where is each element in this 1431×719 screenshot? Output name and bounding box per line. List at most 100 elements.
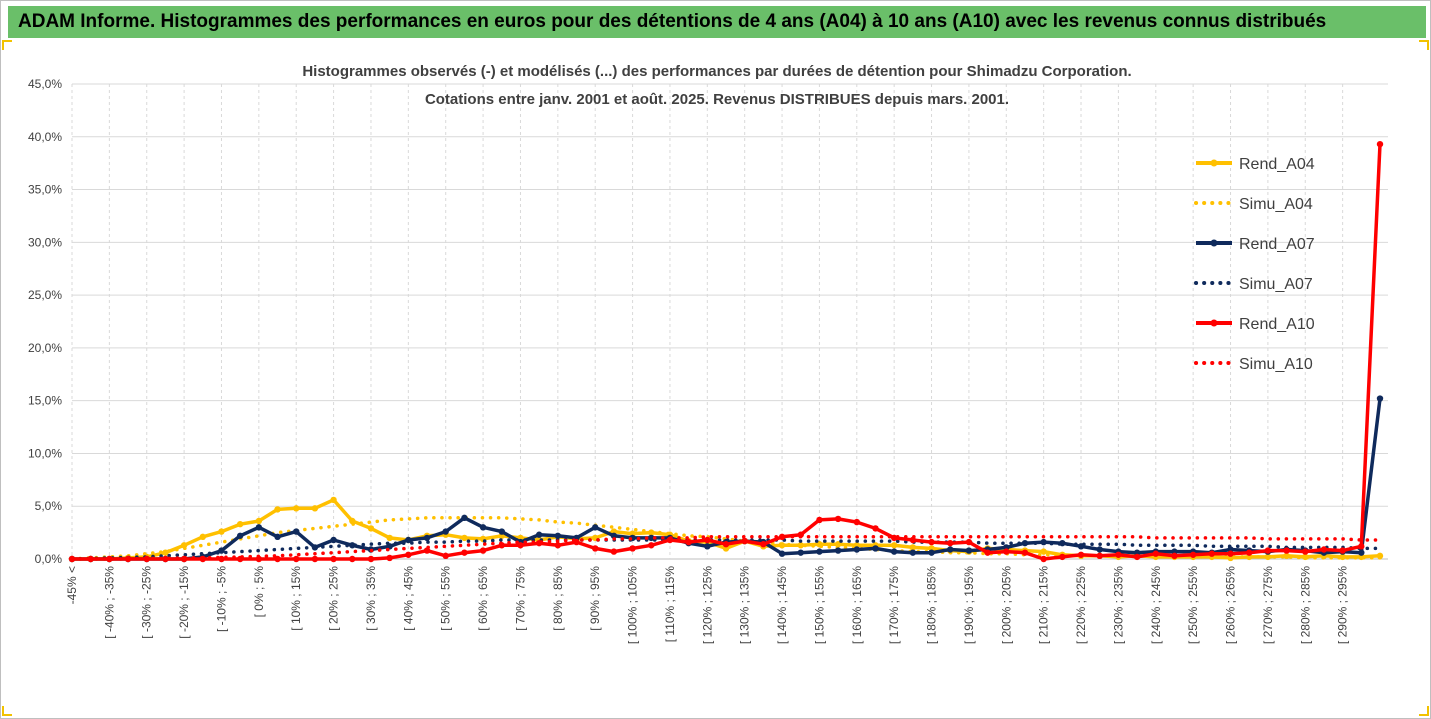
- data-point-rend-a07: [554, 532, 562, 539]
- data-point-rend-a04: [1040, 548, 1047, 555]
- data-point-rend-a10: [293, 555, 300, 563]
- corner-mark-bottom-right: [1419, 706, 1429, 716]
- data-point-rend-a07: [442, 528, 449, 535]
- x-axis-ticks: -45% < [ -40% ; -35% [ -30% ; -25% [ -20% ;…: [65, 566, 1350, 644]
- data-point-rend-a10: [442, 552, 449, 560]
- data-point-rend-a10: [629, 545, 636, 552]
- data-point-rend-a10: [984, 549, 991, 556]
- data-point-rend-a10: [386, 554, 393, 562]
- data-point-rend-a07: [423, 534, 431, 542]
- x-tick-label: [ 40% ; 45%: [401, 566, 415, 631]
- legend-label-rend-a04: Rend_A04: [1239, 156, 1315, 173]
- data-point-rend-a10: [704, 536, 711, 544]
- data-point-rend-a04: [834, 541, 842, 548]
- data-point-rend-a07: [1096, 546, 1103, 553]
- data-point-rend-a10: [741, 537, 748, 545]
- data-point-rend-a04: [909, 544, 917, 551]
- x-tick-label: [ 190% ; 195%: [962, 566, 976, 644]
- x-tick-label: [ 250% ; 255%: [1186, 566, 1200, 644]
- series-line-simu-a10: [70, 535, 1382, 561]
- series-line-simu-a04: [70, 516, 1382, 561]
- x-tick-label: [ -30% ; -25%: [140, 566, 154, 639]
- data-point-rend-a07: [535, 531, 543, 538]
- x-tick-label: [ 70% ; 75%: [513, 566, 527, 631]
- data-point-rend-a10: [1302, 548, 1309, 555]
- data-point-rend-a10: [1358, 543, 1365, 550]
- data-point-rend-a10: [517, 542, 524, 549]
- x-tick-label: [ 110% ; 115%: [663, 566, 677, 643]
- data-point-rend-a07: [498, 528, 505, 535]
- x-tick-label: [ 220% ; 225%: [1074, 566, 1088, 644]
- data-point-rend-a10: [947, 539, 954, 547]
- data-point-rend-a07: [330, 536, 337, 544]
- legend-marker-rend-a10: [1210, 319, 1218, 327]
- data-point-rend-a07: [1358, 549, 1365, 556]
- x-tick-label: [ 80% ; 85%: [551, 566, 565, 631]
- gridlines: [71, 83, 1388, 560]
- data-point-rend-a10: [1339, 547, 1346, 554]
- data-point-rend-a10: [610, 548, 618, 555]
- data-point-rend-a10: [461, 549, 468, 556]
- data-point-rend-a10: [1115, 551, 1122, 558]
- data-point-rend-a10: [367, 555, 375, 563]
- data-point-rend-a10: [1077, 551, 1085, 558]
- x-tick-label: [ -10% ; -5%: [214, 566, 228, 632]
- legend-marker-rend-a07: [1210, 239, 1218, 247]
- data-point-rend-a10: [311, 555, 319, 563]
- data-point-rend-a07: [834, 547, 842, 554]
- data-point-rend-a10: [1246, 549, 1253, 556]
- report-banner: ADAM Informe. Histogrammes des performan…: [8, 6, 1426, 38]
- data-point-rend-a10: [685, 538, 692, 546]
- legend-label-simu-a04: Simu_A04: [1239, 196, 1313, 213]
- data-point-rend-a10: [330, 555, 337, 563]
- data-point-rend-a10: [1376, 140, 1384, 148]
- data-point-rend-a10: [1021, 549, 1029, 556]
- data-point-rend-a10: [162, 555, 169, 563]
- corner-mark-bottom-left: [2, 706, 12, 716]
- x-tick-label: [ 180% ; 185%: [925, 566, 939, 644]
- x-tick-label: [ 150% ; 155%: [812, 566, 826, 644]
- x-tick-label: [ 20% ; 25%: [327, 566, 341, 631]
- data-point-rend-a04: [797, 542, 804, 549]
- chart-subtitle: Cotations entre janv. 2001 et août. 2025…: [425, 91, 1009, 108]
- data-point-rend-a07: [890, 548, 898, 555]
- x-tick-label: [ 240% ; 245%: [1149, 566, 1163, 644]
- x-tick-label: [ 270% ; 275%: [1261, 566, 1275, 644]
- data-point-rend-a10: [722, 541, 730, 548]
- data-point-rend-a07: [872, 545, 879, 552]
- data-point-rend-a07: [947, 546, 954, 553]
- data-point-rend-a04: [274, 506, 281, 513]
- data-point-rend-a10: [760, 541, 767, 548]
- data-point-rend-a10: [479, 547, 487, 554]
- data-point-rend-a07: [610, 532, 618, 539]
- x-tick-label: [ 170% ; 175%: [887, 566, 901, 644]
- data-point-rend-a07: [405, 536, 412, 544]
- data-point-rend-a07: [816, 548, 823, 555]
- x-tick-label: [ 10% ; 15%: [289, 566, 303, 631]
- data-point-rend-a10: [1059, 553, 1066, 561]
- data-point-rend-a07: [909, 549, 917, 556]
- data-point-rend-a10: [592, 545, 599, 552]
- y-tick-label: 0,0%: [35, 552, 63, 566]
- data-point-rend-a07: [648, 534, 655, 542]
- data-point-rend-a07: [255, 524, 263, 531]
- data-point-rend-a10: [853, 518, 860, 526]
- data-point-rend-a07: [349, 542, 356, 549]
- x-tick-label: [ 290% ; 295%: [1336, 566, 1350, 644]
- y-tick-label: 35,0%: [28, 183, 62, 197]
- data-point-rend-a10: [1133, 553, 1141, 561]
- x-tick-label: [ 100% ; 105%: [626, 566, 640, 644]
- data-point-rend-a10: [1283, 547, 1290, 554]
- data-point-rend-a10: [1003, 548, 1010, 555]
- data-point-rend-a10: [816, 516, 823, 524]
- x-tick-label: [ 140% ; 145%: [775, 566, 789, 644]
- legend-label-simu-a10: Simu_A10: [1239, 356, 1313, 373]
- data-point-rend-a07: [218, 547, 225, 554]
- legend-label-simu-a07: Simu_A07: [1239, 276, 1313, 293]
- series-line-simu-a07: [70, 538, 1382, 561]
- x-tick-label: [ 230% ; 235%: [1111, 566, 1125, 644]
- x-tick-label: [ 120% ; 125%: [700, 566, 714, 644]
- chart-title: Histogrammes observés (-) et modélisés (…: [302, 63, 1131, 80]
- data-point-rend-a04: [311, 505, 319, 512]
